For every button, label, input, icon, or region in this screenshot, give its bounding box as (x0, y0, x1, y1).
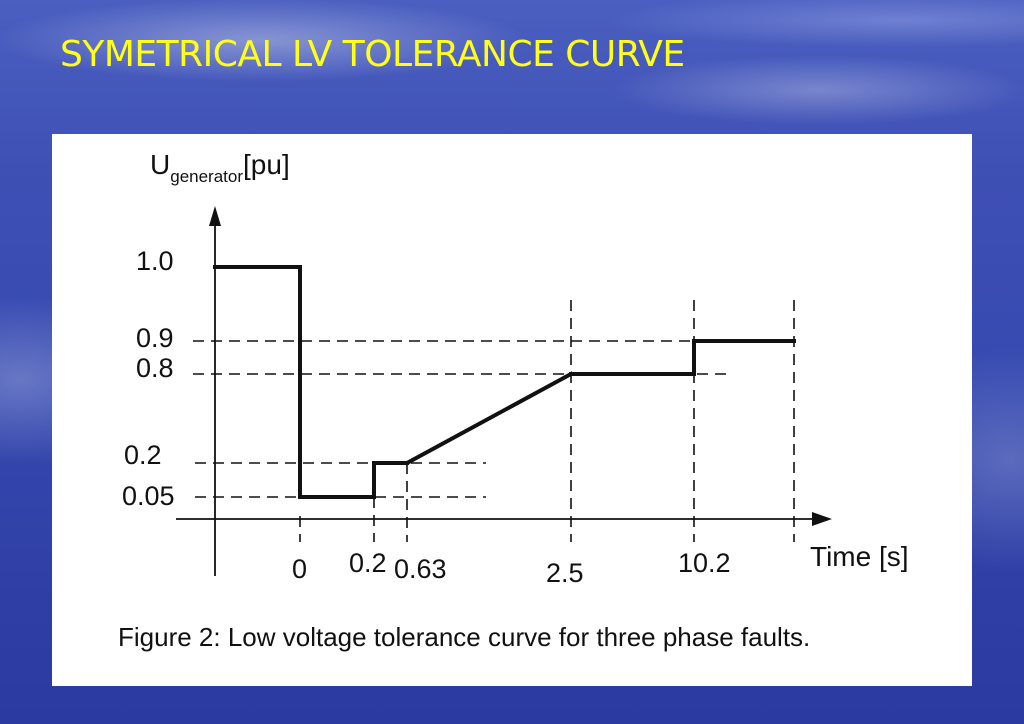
y-tick-label-0-9: 0.9 (136, 323, 174, 353)
x-tick-label-10-2: 10.2 (678, 548, 731, 578)
reference-lines (193, 300, 795, 542)
x-tick-label-2-5: 2.5 (546, 558, 584, 588)
x-axis-arrow (812, 512, 832, 526)
x-axis-label: Time [s] (810, 541, 909, 572)
figure-panel: Ugenerator[pu] Time [s] Figure 2: Low vo… (52, 134, 972, 686)
x-tick-label-0-2: 0.2 (349, 548, 387, 578)
y-axis-arrow (209, 206, 221, 226)
y-tick-label-0-05: 0.05 (122, 481, 175, 511)
y-axis-label-sub: generator (170, 167, 243, 186)
x-tick-label-0: 0 (292, 554, 307, 584)
curve-segment-6 (404, 371, 574, 466)
figure-caption: Figure 2: Low voltage tolerance curve fo… (118, 622, 810, 652)
tolerance-chart: Ugenerator[pu] Time [s] Figure 2: Low vo… (118, 149, 909, 652)
curve (213, 265, 796, 499)
y-axis-label: Ugenerator[pu] (150, 149, 290, 186)
slide-title: SYMETRICAL LV TOLERANCE CURVE (60, 34, 685, 75)
axes (176, 206, 832, 576)
y-tick-label-0-2: 0.2 (124, 440, 162, 470)
x-tick-label-0-63: 0.63 (394, 554, 447, 584)
labels: Ugenerator[pu] Time [s] Figure 2: Low vo… (118, 149, 909, 652)
y-tick-label-0-8: 0.8 (136, 353, 174, 383)
y-axis-label-main: U (150, 149, 170, 180)
y-tick-label-1-0: 1.0 (136, 246, 174, 276)
y-axis-label-unit: [pu] (243, 149, 290, 180)
